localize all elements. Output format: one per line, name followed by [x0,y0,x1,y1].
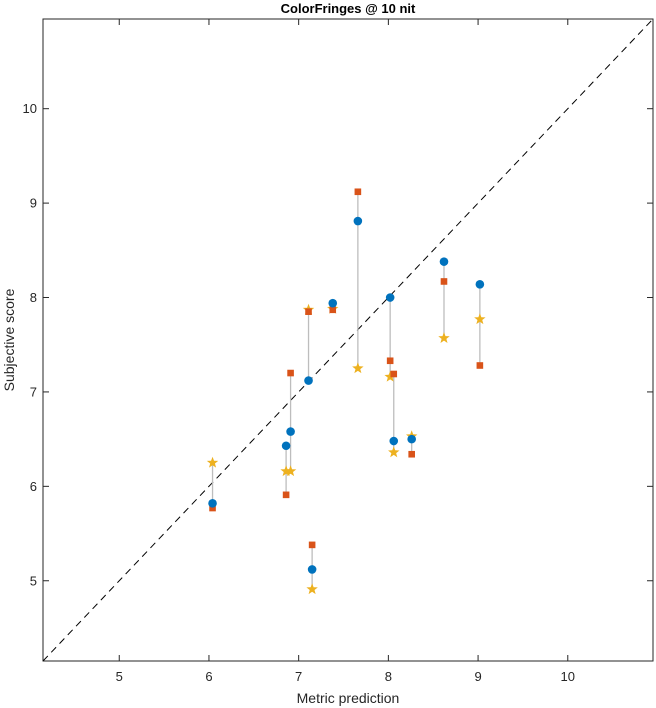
circle-marker [286,427,295,436]
x-tick-label: 7 [295,669,302,684]
circle-marker [385,293,395,302]
reference-diagonal-line [42,18,654,662]
star-marker [352,362,364,374]
circle-marker [407,434,416,444]
y-tick-label: 6 [30,479,37,494]
y-tick-label: 7 [30,384,37,399]
circle-marker [304,376,313,385]
star-marker [388,446,400,458]
circle-marker [439,257,449,266]
x-tick-label: 8 [385,669,392,684]
square-marker [390,370,398,378]
square-marker [209,504,216,512]
square-marker [329,306,337,314]
square-marker [440,278,448,285]
circle-marker [475,279,485,289]
square-marker [308,541,316,549]
x-tick-label: 10 [561,669,575,684]
square-marker [386,357,394,365]
y-tick-label: 9 [30,196,37,211]
x-tick-label: 6 [205,669,212,684]
x-tick-label: 5 [116,669,123,684]
star-marker [280,465,292,477]
star-marker [206,456,219,468]
square-marker [282,491,290,499]
x-axis-ticks: 5 6 7 8 9 10 [116,19,575,684]
y-axis-ticks: 5 6 7 8 9 10 [23,101,653,588]
y-tick-label: 10 [23,101,37,116]
square-marker [408,450,415,458]
circle-marker [307,565,317,574]
circle-marker [208,499,217,508]
circle-marker [328,298,338,308]
circle-marker [353,216,363,226]
star-marker [306,583,318,595]
x-tick-label: 9 [474,669,481,684]
circle-marker [389,436,399,446]
circle-marker [281,441,291,451]
y-axis-label: Subjective score [1,288,17,391]
star-marker [284,465,297,477]
square-marker [354,188,362,196]
star-marker [384,370,396,382]
square-marker [287,369,294,377]
data-markers [206,188,486,595]
square-marker [476,362,484,369]
star-marker [474,313,486,325]
y-tick-label: 5 [30,573,37,588]
star-marker [438,332,450,343]
x-axis-label: Metric prediction [297,690,400,706]
y-tick-label: 8 [30,290,37,305]
chart-title: ColorFringes @ 10 nit [281,1,416,16]
square-marker [305,308,312,315]
